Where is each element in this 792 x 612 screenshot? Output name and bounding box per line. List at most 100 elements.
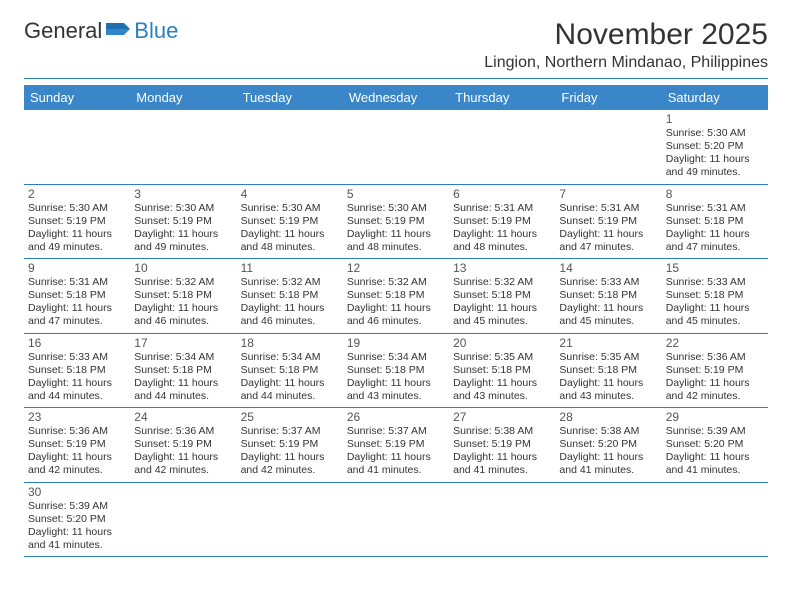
sunrise-line: Sunrise: 5:32 AM	[241, 276, 339, 289]
day-number: 30	[28, 485, 126, 499]
day-cell: 26Sunrise: 5:37 AMSunset: 5:19 PMDayligh…	[343, 408, 449, 482]
sunrise-line: Sunrise: 5:38 AM	[559, 425, 657, 438]
sunrise-line: Sunrise: 5:36 AM	[666, 351, 764, 364]
sunset-line: Sunset: 5:18 PM	[559, 364, 657, 377]
day-number: 27	[453, 410, 551, 424]
sunrise-line: Sunrise: 5:39 AM	[28, 500, 126, 513]
sunrise-line: Sunrise: 5:39 AM	[666, 425, 764, 438]
page-header: General Blue November 2025 Lingion, Nort…	[24, 18, 768, 72]
day-number: 29	[666, 410, 764, 424]
day-number: 22	[666, 336, 764, 350]
day-number: 1	[666, 112, 764, 126]
day-cell: 21Sunrise: 5:35 AMSunset: 5:18 PMDayligh…	[555, 334, 661, 408]
sunrise-line: Sunrise: 5:34 AM	[347, 351, 445, 364]
weekday-label: Friday	[555, 85, 661, 110]
week-row: 1Sunrise: 5:30 AMSunset: 5:20 PMDaylight…	[24, 110, 768, 185]
daylight-line: Daylight: 11 hours and 48 minutes.	[347, 228, 445, 254]
brand-logo: General Blue	[24, 18, 178, 44]
day-cell: 9Sunrise: 5:31 AMSunset: 5:18 PMDaylight…	[24, 259, 130, 333]
sunrise-line: Sunrise: 5:37 AM	[241, 425, 339, 438]
sunset-line: Sunset: 5:18 PM	[666, 215, 764, 228]
sunset-line: Sunset: 5:18 PM	[453, 289, 551, 302]
day-cell	[237, 110, 343, 184]
day-number: 21	[559, 336, 657, 350]
day-cell: 20Sunrise: 5:35 AMSunset: 5:18 PMDayligh…	[449, 334, 555, 408]
weekday-label: Monday	[130, 85, 236, 110]
sunrise-line: Sunrise: 5:34 AM	[134, 351, 232, 364]
sunset-line: Sunset: 5:18 PM	[347, 289, 445, 302]
daylight-line: Daylight: 11 hours and 43 minutes.	[347, 377, 445, 403]
day-cell: 15Sunrise: 5:33 AMSunset: 5:18 PMDayligh…	[662, 259, 768, 333]
sunset-line: Sunset: 5:19 PM	[453, 215, 551, 228]
day-number: 25	[241, 410, 339, 424]
sunrise-line: Sunrise: 5:32 AM	[134, 276, 232, 289]
daylight-line: Daylight: 11 hours and 47 minutes.	[666, 228, 764, 254]
daylight-line: Daylight: 11 hours and 47 minutes.	[559, 228, 657, 254]
sunset-line: Sunset: 5:20 PM	[28, 513, 126, 526]
day-cell: 19Sunrise: 5:34 AMSunset: 5:18 PMDayligh…	[343, 334, 449, 408]
day-cell: 2Sunrise: 5:30 AMSunset: 5:19 PMDaylight…	[24, 185, 130, 259]
calendar-page: General Blue November 2025 Lingion, Nort…	[0, 0, 792, 612]
day-number: 24	[134, 410, 232, 424]
week-row: 23Sunrise: 5:36 AMSunset: 5:19 PMDayligh…	[24, 408, 768, 483]
sunrise-line: Sunrise: 5:30 AM	[241, 202, 339, 215]
week-row: 30Sunrise: 5:39 AMSunset: 5:20 PMDayligh…	[24, 483, 768, 558]
day-cell: 1Sunrise: 5:30 AMSunset: 5:20 PMDaylight…	[662, 110, 768, 184]
daylight-line: Daylight: 11 hours and 41 minutes.	[453, 451, 551, 477]
day-number: 26	[347, 410, 445, 424]
brand-part2: Blue	[134, 18, 178, 44]
day-number: 13	[453, 261, 551, 275]
daylight-line: Daylight: 11 hours and 46 minutes.	[134, 302, 232, 328]
day-number: 14	[559, 261, 657, 275]
day-number: 17	[134, 336, 232, 350]
sunset-line: Sunset: 5:19 PM	[453, 438, 551, 451]
daylight-line: Daylight: 11 hours and 41 minutes.	[347, 451, 445, 477]
daylight-line: Daylight: 11 hours and 46 minutes.	[347, 302, 445, 328]
sunrise-line: Sunrise: 5:35 AM	[559, 351, 657, 364]
sunset-line: Sunset: 5:18 PM	[28, 289, 126, 302]
sunset-line: Sunset: 5:18 PM	[241, 364, 339, 377]
daylight-line: Daylight: 11 hours and 44 minutes.	[134, 377, 232, 403]
day-number: 12	[347, 261, 445, 275]
day-number: 18	[241, 336, 339, 350]
sunrise-line: Sunrise: 5:31 AM	[666, 202, 764, 215]
sunset-line: Sunset: 5:19 PM	[347, 438, 445, 451]
sunrise-line: Sunrise: 5:32 AM	[347, 276, 445, 289]
day-number: 10	[134, 261, 232, 275]
day-cell: 28Sunrise: 5:38 AMSunset: 5:20 PMDayligh…	[555, 408, 661, 482]
day-cell	[449, 483, 555, 557]
daylight-line: Daylight: 11 hours and 41 minutes.	[559, 451, 657, 477]
day-number: 16	[28, 336, 126, 350]
day-cell: 22Sunrise: 5:36 AMSunset: 5:19 PMDayligh…	[662, 334, 768, 408]
daylight-line: Daylight: 11 hours and 44 minutes.	[241, 377, 339, 403]
month-title: November 2025	[484, 18, 768, 52]
day-number: 5	[347, 187, 445, 201]
sunset-line: Sunset: 5:19 PM	[28, 215, 126, 228]
daylight-line: Daylight: 11 hours and 48 minutes.	[241, 228, 339, 254]
day-number: 28	[559, 410, 657, 424]
sunrise-line: Sunrise: 5:33 AM	[28, 351, 126, 364]
sunrise-line: Sunrise: 5:33 AM	[666, 276, 764, 289]
day-number: 3	[134, 187, 232, 201]
day-cell	[130, 110, 236, 184]
sunset-line: Sunset: 5:19 PM	[134, 438, 232, 451]
sunrise-line: Sunrise: 5:36 AM	[134, 425, 232, 438]
day-cell	[555, 483, 661, 557]
day-cell: 3Sunrise: 5:30 AMSunset: 5:19 PMDaylight…	[130, 185, 236, 259]
sunrise-line: Sunrise: 5:31 AM	[559, 202, 657, 215]
sunset-line: Sunset: 5:18 PM	[666, 289, 764, 302]
day-cell	[343, 110, 449, 184]
day-cell: 8Sunrise: 5:31 AMSunset: 5:18 PMDaylight…	[662, 185, 768, 259]
day-cell	[555, 110, 661, 184]
day-number: 2	[28, 187, 126, 201]
sunset-line: Sunset: 5:19 PM	[241, 438, 339, 451]
daylight-line: Daylight: 11 hours and 49 minutes.	[28, 228, 126, 254]
day-cell: 12Sunrise: 5:32 AMSunset: 5:18 PMDayligh…	[343, 259, 449, 333]
sunset-line: Sunset: 5:19 PM	[28, 438, 126, 451]
daylight-line: Daylight: 11 hours and 49 minutes.	[134, 228, 232, 254]
day-cell: 5Sunrise: 5:30 AMSunset: 5:19 PMDaylight…	[343, 185, 449, 259]
day-cell	[343, 483, 449, 557]
day-cell: 10Sunrise: 5:32 AMSunset: 5:18 PMDayligh…	[130, 259, 236, 333]
day-cell: 30Sunrise: 5:39 AMSunset: 5:20 PMDayligh…	[24, 483, 130, 557]
day-number: 15	[666, 261, 764, 275]
